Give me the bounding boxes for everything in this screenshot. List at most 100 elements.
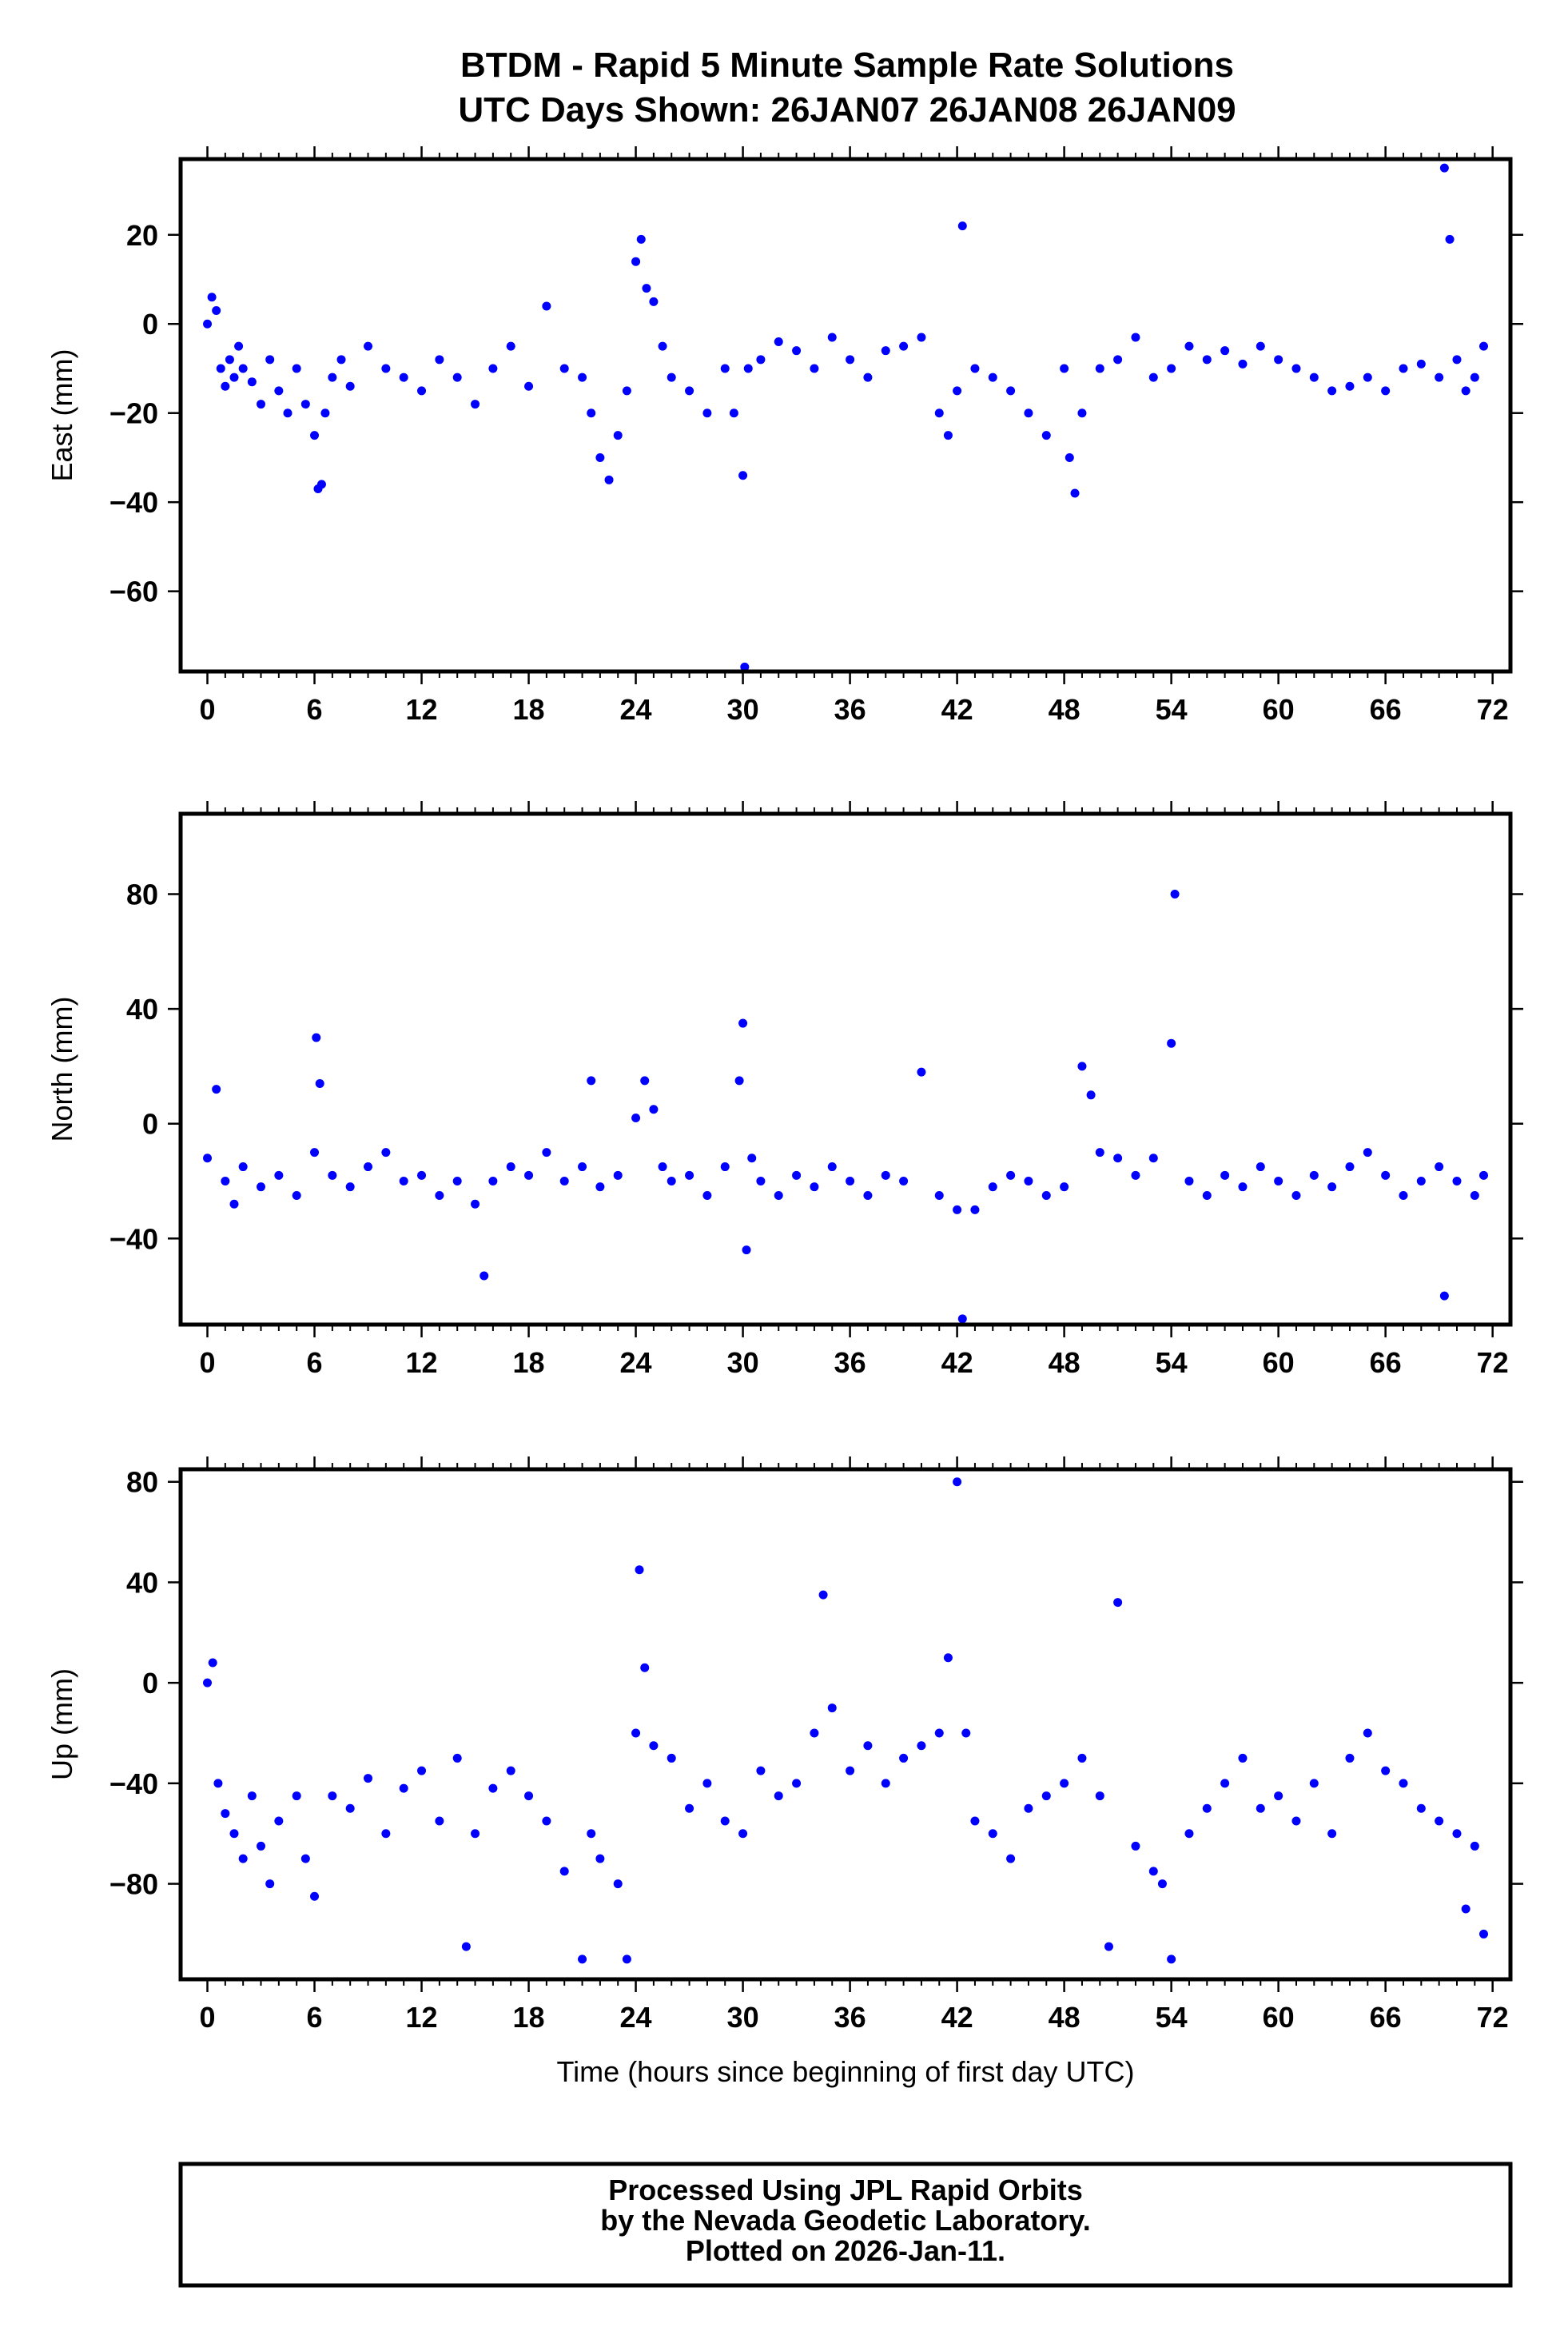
up-data-point (595, 1854, 605, 1863)
east-data-point (336, 355, 346, 365)
north-data-point (1452, 1177, 1462, 1186)
up-data-point (827, 1703, 837, 1713)
up-data-point (1220, 1779, 1230, 1788)
east-x-tick-label: 18 (513, 693, 545, 726)
north-data-point (685, 1170, 694, 1180)
north-data-point (720, 1162, 730, 1172)
up-data-point (399, 1783, 408, 1793)
east-data-point (1399, 364, 1408, 373)
north-data-point (988, 1182, 997, 1192)
east-data-point (257, 400, 266, 409)
north-data-point (1381, 1170, 1391, 1180)
north-data-point (203, 1154, 213, 1163)
north-data-point (1274, 1177, 1283, 1186)
east-data-point (320, 408, 330, 418)
up-data-point (238, 1854, 248, 1863)
north-data-point (1439, 1291, 1449, 1301)
up-y-axis-label: Up (mm) (46, 1668, 78, 1780)
east-data-point (524, 381, 534, 391)
up-data-point (810, 1728, 819, 1738)
up-data-point (1435, 1816, 1444, 1826)
east-x-tick-label: 24 (620, 693, 652, 726)
north-data-point (274, 1170, 284, 1180)
up-data-point (1148, 1867, 1158, 1876)
north-data-point (810, 1182, 819, 1192)
east-data-point (417, 386, 427, 396)
up-data-point (559, 1867, 569, 1876)
north-x-tick-label: 66 (1370, 1346, 1402, 1379)
east-data-point (203, 319, 213, 329)
up-data-point (328, 1791, 337, 1801)
north-data-point (1470, 1190, 1479, 1200)
north-data-point (917, 1067, 926, 1077)
up-data-point (1167, 1954, 1176, 1964)
east-x-tick-label: 12 (406, 693, 438, 726)
north-data-point (631, 1114, 641, 1123)
east-data-point (1327, 386, 1337, 396)
north-data-point (399, 1177, 408, 1186)
up-data-point (961, 1728, 971, 1738)
up-data-point (345, 1803, 355, 1813)
east-data-point (881, 346, 890, 356)
north-data-point (381, 1148, 391, 1158)
east-data-point (667, 373, 676, 382)
east-data-point (957, 221, 967, 231)
east-data-point (587, 408, 596, 418)
east-y-tick-label: −60 (109, 576, 158, 608)
up-data-point (542, 1816, 551, 1826)
up-data-point (1309, 1779, 1319, 1788)
up-x-tick-label: 72 (1477, 2001, 1509, 2034)
east-data-point (743, 364, 753, 373)
east-data-point (435, 355, 444, 365)
east-data-point (1470, 373, 1479, 382)
east-data-point (207, 293, 217, 302)
up-x-tick-label: 66 (1370, 2001, 1402, 2034)
up-data-point (1461, 1904, 1470, 1914)
north-points (203, 890, 1488, 1324)
east-data-point (1006, 386, 1016, 396)
north-data-point (417, 1170, 427, 1180)
north-data-point (846, 1177, 855, 1186)
up-y-tick-label: 80 (126, 1466, 158, 1499)
east-x-tick-label: 60 (1263, 693, 1295, 726)
up-data-point (846, 1766, 855, 1775)
up-data-point (1345, 1753, 1355, 1763)
north-data-point (435, 1190, 444, 1200)
north-data-point (312, 1033, 321, 1042)
up-data-point (417, 1766, 427, 1775)
up-data-point (247, 1791, 257, 1801)
east-data-point (1202, 355, 1212, 365)
east-data-point (452, 373, 462, 382)
east-x-tick-label: 0 (199, 693, 215, 726)
east-data-point (1077, 408, 1087, 418)
up-data-point (613, 1879, 623, 1889)
north-data-point (1238, 1182, 1248, 1192)
up-x-tick-label: 12 (406, 2001, 438, 2034)
up-y-tick-label: 40 (126, 1566, 158, 1599)
north-data-point (310, 1148, 320, 1158)
up-y-tick-label: −40 (109, 1767, 158, 1800)
up-points (203, 1477, 1488, 1964)
east-x-tick-label: 30 (727, 693, 759, 726)
chart-title-line1: BTDM - Rapid 5 Minute Sample Rate Soluti… (460, 46, 1234, 85)
east-data-point (917, 333, 926, 342)
north-data-point (1131, 1170, 1140, 1180)
north-data-point (1086, 1090, 1096, 1100)
up-data-point (756, 1766, 766, 1775)
north-data-point (702, 1190, 712, 1200)
east-data-point (702, 408, 712, 418)
north-data-point (471, 1199, 480, 1209)
up-data-point (622, 1954, 631, 1964)
up-data-point (208, 1658, 217, 1668)
east-data-point (1131, 333, 1140, 342)
east-x-tick-label: 42 (941, 693, 973, 726)
north-y-tick-label: 40 (126, 993, 158, 1026)
east-data-point (827, 333, 837, 342)
up-data-point (274, 1816, 284, 1826)
east-data-point (899, 341, 909, 351)
north-data-point (863, 1190, 873, 1200)
up-x-tick-label: 0 (199, 2001, 215, 2034)
east-y-axis-label: East (mm) (46, 349, 78, 482)
east-data-point (399, 373, 408, 382)
east-x-tick-label: 54 (1156, 693, 1188, 726)
